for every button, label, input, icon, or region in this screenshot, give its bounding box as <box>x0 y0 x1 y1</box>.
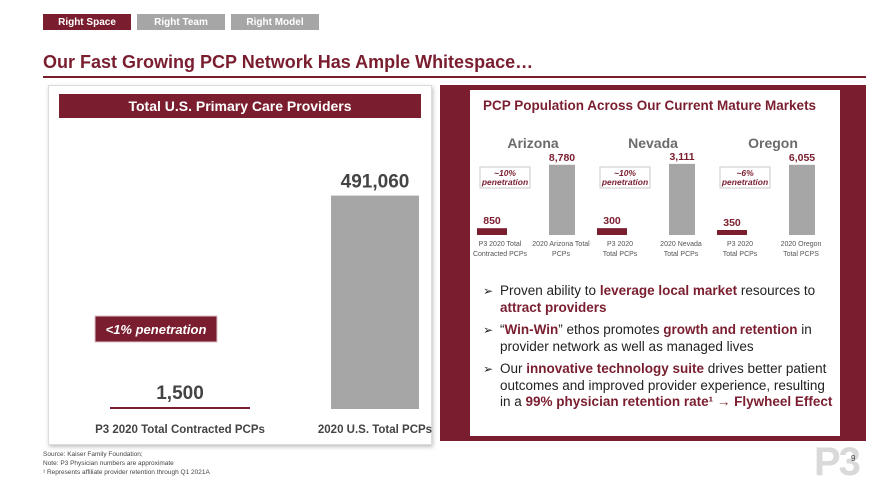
bar-arizona-total <box>549 164 575 235</box>
axis-label-nevada-p3: Total PCPs <box>603 251 638 258</box>
value-label-p3-contracted-pcps: 1,500 <box>156 383 204 404</box>
bullet-item: ➢ “Win-Win” ethos promotes growth and ret… <box>483 322 838 355</box>
bullet-text: Our <box>500 361 527 376</box>
bar-nevada-total <box>669 163 695 235</box>
us-pcp-chart: 1,500 P3 2020 Total Contracted PCPs 491,06… <box>94 172 432 436</box>
tab-right-team[interactable]: Right Team <box>137 14 225 30</box>
bar-oregon-total <box>789 164 815 235</box>
value-label-arizona-total: 8,780 <box>549 152 575 164</box>
penetration-box-arizona <box>479 166 531 189</box>
footnote-retention: ¹ Represents affiliate provider retentio… <box>43 469 210 476</box>
bar-oregon-p3 <box>717 230 747 235</box>
value-label-nevada-p3: 300 <box>603 215 621 227</box>
value-label-oregon-p3: 350 <box>723 217 741 229</box>
axis-label-nevada-total: 2020 Nevada <box>660 241 702 248</box>
bullet-item: ➢ Proven ability to leverage local market… <box>483 283 838 316</box>
penetration-box-oregon <box>719 166 771 189</box>
axis-label-nevada-total: Total PCPs <box>664 251 699 258</box>
value-label-oregon-total: 6,055 <box>789 152 815 164</box>
tab-right-space[interactable]: Right Space <box>43 14 131 30</box>
penetration-word-nevada: penetration <box>601 177 648 187</box>
bullet-text: “ <box>500 322 505 337</box>
page-number: 9 <box>851 454 856 463</box>
value-label-us-total-pcps: 491,060 <box>341 172 410 193</box>
p3-logo: P3 <box>814 440 861 484</box>
penetration-pct-oregon: ~6% <box>736 168 754 178</box>
arrow-right-icon: ➢ <box>483 284 494 298</box>
axis-label-arizona-p3: Contracted PCPs <box>473 251 528 258</box>
bar-p3-contracted-pcps <box>110 407 250 409</box>
axis-label-oregon-p3: P3 2020 <box>727 241 753 248</box>
penetration-word-oregon: penetration <box>721 177 768 187</box>
bar-arizona-p3 <box>477 228 507 235</box>
axis-label-arizona-total: 2020 Arizona Total <box>532 241 590 248</box>
penetration-pct-arizona: ~10% <box>494 168 516 178</box>
bullet-text: resources to <box>737 283 816 298</box>
penetration-box-nevada <box>599 166 651 189</box>
us-pcp-header: Total U.S. Primary Care Providers <box>59 94 421 118</box>
us-penetration-callout: <1% penetration <box>94 315 218 343</box>
axis-label-p3-contracted-pcps: P3 2020 Total Contracted PCPs <box>95 424 265 436</box>
bullet-text: drives better patient outcomes and impro… <box>500 361 827 409</box>
bar-nevada-p3 <box>597 228 627 235</box>
mature-markets-title: PCP Population Across Our Current Mature… <box>483 98 817 113</box>
footnotes: Source: Kaiser Family Foundation; Note: … <box>43 450 210 477</box>
axis-label-us-total-pcps: 2020 U.S. Total PCPs <box>318 424 432 436</box>
axis-label-oregon-total: Total PCPS <box>783 251 819 258</box>
bullet-highlight: 99% physician retention rate¹ → Flywheel… <box>525 394 833 409</box>
state-name-oregon: Oregon <box>748 135 798 151</box>
bullet-highlight: growth and retention <box>663 322 798 337</box>
state-name-arizona: Arizona <box>507 135 559 151</box>
mature-markets-chart: Arizona 850 P3 2020 Total Contracted PCPs 8,… <box>473 135 822 258</box>
bullet-text: in provider network as well as managed l… <box>500 322 812 354</box>
penetration-pct-nevada: ~10% <box>614 168 636 178</box>
footnote-source: Source: Kaiser Family Foundation; <box>43 451 143 458</box>
bullet-highlight: Win-Win <box>504 322 559 337</box>
bullet-text: ” ethos promotes <box>558 322 664 337</box>
penetration-callout-nevada: ~10%penetration <box>599 166 651 189</box>
axis-label-arizona-total: PCPs <box>552 251 570 258</box>
bullet-list: ➢ Proven ability to leverage local market… <box>483 283 838 417</box>
state-name-nevada: Nevada <box>628 135 678 151</box>
penetration-word-arizona: penetration <box>481 177 528 187</box>
bullet-highlight: innovative technology suite <box>526 361 705 376</box>
axis-label-arizona-p3: P3 2020 Total <box>479 241 522 248</box>
bullet-highlight: attract providers <box>500 299 607 315</box>
arrow-right-icon: ➢ <box>483 362 494 376</box>
us-penetration-text: <1% penetration <box>106 322 207 337</box>
axis-label-oregon-p3: Total PCPs <box>723 251 758 258</box>
bar-us-total-pcps <box>331 195 419 409</box>
bullet-text: Proven ability to <box>500 283 600 298</box>
title-divider <box>43 76 866 78</box>
tab-right-model[interactable]: Right Model <box>231 14 319 30</box>
mature-markets-inner: PCP Population Across Our Current Mature… <box>470 90 840 436</box>
bullet-item: ➢ Our innovative technology suite drives … <box>483 361 838 411</box>
footnote-note: Note: P3 Physician numbers are approxima… <box>43 460 174 467</box>
value-label-arizona-p3: 850 <box>483 215 501 227</box>
penetration-callout-arizona: ~10%penetration <box>479 166 531 189</box>
arrow-right-icon: ➢ <box>483 323 494 337</box>
axis-label-nevada-p3: P3 2020 <box>607 241 633 248</box>
penetration-callout-oregon: ~6%penetration <box>719 166 771 189</box>
value-label-nevada-total: 3,111 <box>669 151 694 163</box>
axis-label-oregon-total: 2020 Oregon <box>781 241 822 248</box>
bullet-highlight: leverage local market <box>599 283 738 298</box>
page-title: Our Fast Growing PCP Network Has Ample W… <box>43 52 534 72</box>
section-tabs: Right Space Right Team Right Model <box>43 14 319 30</box>
us-penetration-box <box>94 315 218 343</box>
